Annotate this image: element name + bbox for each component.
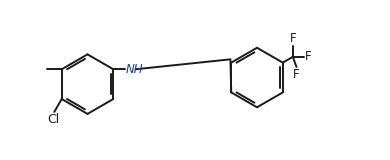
- Text: F: F: [304, 50, 311, 63]
- Text: F: F: [293, 68, 300, 81]
- Text: F: F: [289, 32, 296, 45]
- Text: Cl: Cl: [47, 113, 60, 126]
- Text: NH: NH: [126, 63, 143, 76]
